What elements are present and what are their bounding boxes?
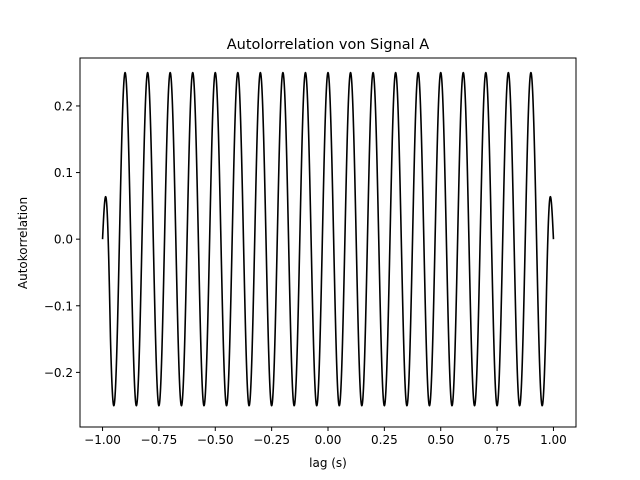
- x-tick-label: 0.25: [371, 433, 398, 447]
- y-axis-title: Autokorrelation: [16, 197, 30, 289]
- y-axis: −0.2 −0.1 0.0 0.1 0.2: [44, 99, 80, 380]
- x-tick-label: 0.75: [484, 433, 511, 447]
- y-tick-label: −0.1: [44, 299, 73, 313]
- x-tick-label: 0.50: [427, 433, 454, 447]
- x-tick-label: 0.00: [315, 433, 342, 447]
- y-tick-label: 0.0: [54, 233, 73, 247]
- x-axis-title: lag (s): [309, 456, 347, 470]
- x-tick-label: −0.50: [197, 433, 234, 447]
- y-tick-label: 0.1: [54, 166, 73, 180]
- x-tick-label: −0.75: [141, 433, 178, 447]
- chart-title: Autolorrelation von Signal A: [227, 37, 430, 53]
- x-tick-label: 1.00: [540, 433, 567, 447]
- y-tick-label: −0.2: [44, 366, 73, 380]
- series-line: [101, 71, 555, 407]
- x-tick-label: −0.25: [253, 433, 290, 447]
- x-tick-label: −1.00: [84, 433, 121, 447]
- x-axis: −1.00 −0.75 −0.50 −0.25 0.00 0.25 0.50 0.75 1.00: [84, 427, 567, 447]
- y-tick-label: 0.2: [54, 99, 73, 113]
